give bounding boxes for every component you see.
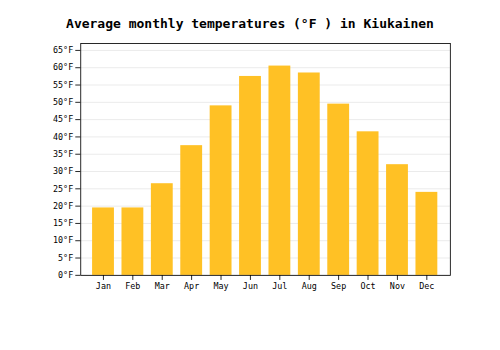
svg-text:30°F: 30°F <box>53 166 73 176</box>
svg-text:10°F: 10°F <box>53 235 73 245</box>
svg-text:Jun: Jun <box>243 281 258 291</box>
html-text:Average monthly temperatures (: Average monthly temperatures (°F ) in Ki… <box>66 16 434 31</box>
svg-text:40°F: 40°F <box>53 132 73 142</box>
svg-text:Jul: Jul <box>272 281 287 291</box>
svg-text:Apr: Apr <box>184 281 199 291</box>
svg-text:Oct: Oct <box>360 281 375 291</box>
svg-text:50°F: 50°F <box>53 97 73 107</box>
svg-text:May: May <box>213 281 228 291</box>
svg-text:25°F: 25°F <box>53 184 73 194</box>
svg-text:60°F: 60°F <box>53 62 73 72</box>
svg-text:15°F: 15°F <box>53 218 73 228</box>
svg-text:Feb: Feb <box>125 281 140 291</box>
svg-text:Mar: Mar <box>155 281 170 291</box>
svg-text:Aug: Aug <box>302 281 317 291</box>
svg-text:Nov: Nov <box>390 281 405 291</box>
svg-text:55°F: 55°F <box>53 80 73 90</box>
svg-text:Dec: Dec <box>419 281 434 291</box>
svg-text:35°F: 35°F <box>53 149 73 159</box>
svg-text:45°F: 45°F <box>53 114 73 124</box>
svg-text:20°F: 20°F <box>53 201 73 211</box>
svg-text:Jan: Jan <box>96 281 111 291</box>
svg-text:Sep: Sep <box>331 281 346 291</box>
svg-text:65°F: 65°F <box>53 45 73 55</box>
svg-text:0°F: 0°F <box>58 270 73 280</box>
svg-text:5°F: 5°F <box>58 253 73 263</box>
